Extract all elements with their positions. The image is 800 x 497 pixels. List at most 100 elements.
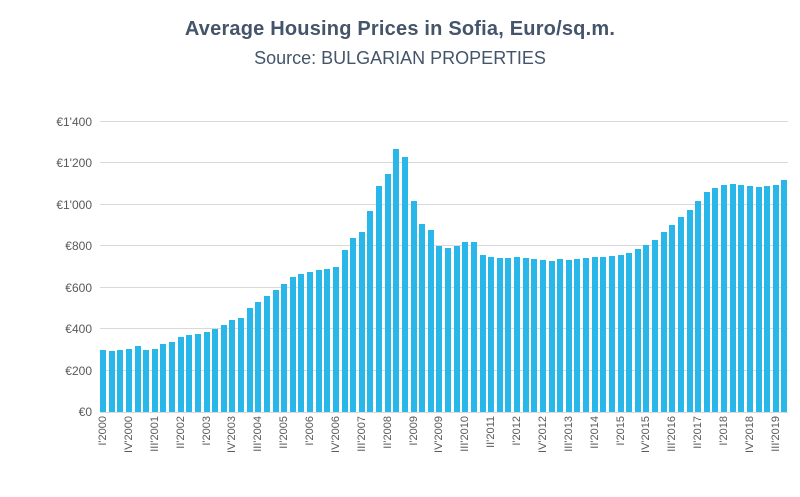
bar-III'2002 bbox=[186, 335, 193, 412]
bar-II'2006 bbox=[315, 270, 322, 412]
bar-II'2007 bbox=[350, 238, 357, 412]
bar-IV'2007 bbox=[367, 211, 374, 412]
bar-II'2018 bbox=[729, 184, 736, 412]
bar-IV'2008 bbox=[401, 157, 408, 412]
bar-III'2014 bbox=[600, 256, 607, 412]
bar-III'2009 bbox=[427, 229, 434, 412]
bar-II'2015 bbox=[626, 252, 633, 412]
bar-III'2018 bbox=[738, 185, 745, 412]
bar-III'2005 bbox=[289, 277, 296, 412]
y-tick-label: €1'200 bbox=[56, 156, 92, 171]
bar-II'2012 bbox=[522, 257, 529, 412]
bar-IV'2009 bbox=[436, 246, 443, 412]
x-tick-label: II'2005 bbox=[278, 416, 290, 449]
bar-III'2012 bbox=[531, 258, 538, 412]
bar-I'2019 bbox=[755, 187, 762, 412]
x-tick-label: III'2013 bbox=[563, 416, 575, 452]
y-tick-label: €800 bbox=[65, 239, 92, 254]
x-tick-label: III'2019 bbox=[770, 416, 782, 452]
x-tick-label: I'2006 bbox=[304, 416, 316, 446]
bar-II'2004 bbox=[246, 308, 253, 412]
y-axis-labels: €0 €200 €400 €600 €800 €1'000 €1'200 €1'400 bbox=[0, 115, 92, 419]
bar-I'2015 bbox=[617, 254, 624, 412]
bar-II'2001 bbox=[143, 349, 150, 412]
bar-II'2000 bbox=[108, 350, 115, 412]
bar-III'2017 bbox=[703, 192, 710, 412]
bar-I'2004 bbox=[238, 317, 244, 412]
y-tick-label: €400 bbox=[65, 322, 92, 337]
bar-I'2009 bbox=[410, 200, 417, 412]
x-tick-label: I'2003 bbox=[201, 416, 213, 446]
x-tick-label: III'2007 bbox=[356, 416, 368, 452]
bar-IV'2017 bbox=[712, 188, 719, 412]
bar-II'2002 bbox=[177, 337, 184, 412]
x-tick-label: I'2012 bbox=[511, 416, 523, 446]
bar-I'2005 bbox=[272, 289, 279, 412]
bar-IV'2011 bbox=[505, 257, 512, 412]
bar-II'2019 bbox=[764, 186, 771, 412]
y-tick-label: €600 bbox=[65, 280, 92, 295]
x-tick-label: II'2008 bbox=[382, 416, 394, 449]
x-tick-label: II'2014 bbox=[589, 416, 601, 449]
x-tick-label: I'2009 bbox=[408, 416, 420, 446]
x-axis-labels: I'2000 IV'2000 III'2001 II'2002 I'2003 IV'200… bbox=[97, 416, 788, 494]
bar-IV'2006 bbox=[332, 267, 339, 412]
bar-III'2003 bbox=[220, 325, 227, 412]
bar-I'2008 bbox=[376, 186, 382, 412]
bar-I'2003 bbox=[203, 332, 210, 412]
gridline-800 bbox=[100, 245, 788, 247]
bar-IV'2015 bbox=[643, 245, 650, 412]
bar-I'2007 bbox=[341, 250, 348, 412]
bar-I'2011 bbox=[479, 254, 486, 412]
x-tick-label: III'2004 bbox=[252, 416, 264, 452]
bar-I'2001 bbox=[134, 345, 141, 412]
y-tick-label: €1'000 bbox=[56, 197, 92, 212]
bar-III'2000 bbox=[117, 349, 124, 412]
x-tick-label: III'2001 bbox=[149, 416, 161, 452]
x-tick-label: IV'2009 bbox=[433, 416, 445, 453]
bar-III'2010 bbox=[462, 242, 469, 412]
y-tick-label: €200 bbox=[65, 363, 92, 378]
bar-IV'2018 bbox=[746, 186, 753, 412]
gridline-0 bbox=[100, 412, 788, 413]
bar-III'2011 bbox=[496, 257, 503, 412]
gridline-1000 bbox=[100, 203, 788, 205]
bar-II'2017 bbox=[695, 200, 702, 412]
bar-IV'2010 bbox=[470, 242, 477, 412]
grid-layer bbox=[100, 121, 788, 413]
bar-II'2010 bbox=[453, 246, 460, 412]
bar-I'2013 bbox=[548, 260, 555, 412]
bar-III'2006 bbox=[324, 269, 331, 412]
bar-I'2014 bbox=[583, 257, 589, 412]
x-tick-label: IV'2000 bbox=[123, 416, 135, 453]
x-tick-label: I'2000 bbox=[97, 416, 109, 446]
y-tick-label: €0 bbox=[78, 405, 92, 419]
bar-II'2013 bbox=[557, 258, 564, 412]
bar-II'2009 bbox=[419, 223, 426, 412]
bar-II'2008 bbox=[384, 173, 391, 412]
bar-III'2016 bbox=[669, 224, 676, 412]
gridline-1400 bbox=[100, 121, 788, 122]
gridline-400 bbox=[100, 328, 788, 330]
bar-II'2011 bbox=[488, 256, 495, 412]
bar-I'2000 bbox=[100, 349, 106, 412]
bar-II'2016 bbox=[660, 231, 667, 412]
bar-IV'2013 bbox=[574, 258, 581, 412]
bar-I'2012 bbox=[514, 256, 520, 412]
bar-IV'2012 bbox=[539, 259, 546, 412]
gridline-600 bbox=[100, 286, 788, 288]
bar-III'2019 bbox=[772, 185, 779, 412]
x-tick-label: IV'2018 bbox=[744, 416, 756, 453]
bars-layer bbox=[100, 122, 788, 412]
plot-area bbox=[100, 121, 788, 413]
x-tick-label: IV'2003 bbox=[226, 416, 238, 453]
bar-IV'2016 bbox=[677, 217, 684, 412]
bar-I'2002 bbox=[169, 341, 175, 412]
bar-I'2010 bbox=[445, 248, 451, 412]
bar-III'2013 bbox=[565, 259, 572, 412]
bar-IV'2001 bbox=[160, 343, 167, 412]
x-tick-label: II'2011 bbox=[485, 416, 497, 448]
bar-II'2003 bbox=[212, 329, 219, 412]
bar-III'2001 bbox=[151, 348, 158, 412]
